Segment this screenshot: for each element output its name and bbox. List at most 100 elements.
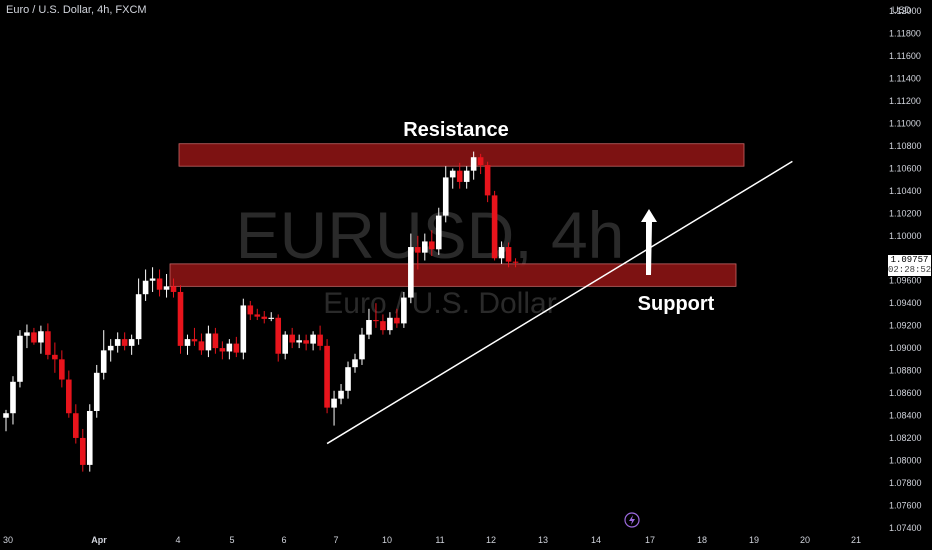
time-tick-label: 19 (749, 535, 759, 545)
price-tick-label: 1.10400 (889, 186, 922, 196)
bar-countdown: 02:28:52 (888, 265, 932, 275)
candle-body (338, 390, 344, 399)
candle-body (59, 359, 65, 380)
watermark-description: Euro / U.S. Dollar (323, 287, 556, 320)
candle-body (135, 294, 142, 340)
resistance-label: Resistance (403, 119, 509, 141)
candle-body (289, 334, 295, 343)
candle-body (149, 278, 156, 281)
candle-body (142, 280, 149, 295)
support-label: Support (638, 293, 715, 315)
candle-body (512, 261, 519, 263)
price-axis[interactable]: 1.12000 1.11800 1.11600 1.11400 1.11200 1.110… (889, 6, 922, 533)
price-tick-label: 1.07400 (889, 523, 922, 533)
candle-body (107, 345, 114, 351)
candle-body (408, 247, 414, 298)
candle-body (45, 331, 51, 355)
candle-body (184, 339, 191, 346)
candle-body (303, 340, 309, 344)
candle-body (498, 247, 505, 259)
candle-body (275, 317, 282, 354)
candle-body (456, 170, 463, 182)
time-tick-label: 7 (333, 535, 338, 545)
candle-body (233, 343, 240, 353)
price-tick-label: 1.11600 (889, 51, 921, 61)
candle-body (177, 291, 184, 346)
candle-body (219, 348, 226, 352)
time-tick-label: 21 (851, 535, 861, 545)
candle-body (268, 317, 275, 319)
price-tick-label: 1.09200 (889, 321, 922, 331)
lightning-icon[interactable] (624, 512, 640, 528)
time-tick-label: 20 (800, 535, 810, 545)
candle-body (387, 317, 393, 331)
price-tick-label: 1.08200 (889, 433, 922, 443)
price-tick-label: 1.08400 (889, 410, 922, 420)
time-tick-label: 30 (3, 535, 13, 545)
watermark-symbol: EURUSD, 4h (236, 198, 625, 272)
candle-body (282, 334, 288, 354)
candle-body (79, 437, 86, 465)
time-tick-label: 17 (645, 535, 655, 545)
candle-body (261, 316, 268, 319)
candle-body (359, 334, 365, 360)
current-price-label: 1.09757 02:28:52 (888, 255, 931, 276)
price-tick-label: 1.12000 (889, 6, 922, 16)
candles-layer (3, 151, 519, 472)
candle-body (240, 305, 247, 353)
candle-body (100, 350, 107, 373)
candle-body (198, 341, 205, 351)
candle-body (170, 286, 177, 292)
candle-body (121, 339, 128, 346)
time-tick-label: 5 (229, 535, 234, 545)
resistance-zone (178, 143, 745, 167)
time-tick-label: 6 (281, 535, 286, 545)
candle-body (17, 335, 23, 382)
price-tick-label: 1.09000 (889, 343, 922, 353)
price-tick-label: 1.11000 (889, 119, 921, 129)
time-axis[interactable]: 30 Apr 4 5 6 7 10 11 12 13 14 17 18 19 20 21 (3, 535, 861, 545)
candle-body (422, 241, 428, 253)
price-tick-label: 1.11200 (889, 96, 921, 106)
candle-body (156, 278, 163, 290)
candle-body (114, 339, 121, 346)
candle-body (212, 333, 219, 349)
price-axis-unit: USD (892, 5, 912, 15)
watermark: EURUSD, 4h Euro / U.S. Dollar (236, 198, 625, 320)
candle-body (435, 215, 442, 250)
symbol-title[interactable]: Euro / U.S. Dollar, 4h, FXCM (6, 4, 147, 16)
price-tick-label: 1.10600 (889, 163, 922, 173)
candle-body (52, 354, 58, 360)
candle-body (394, 317, 400, 324)
candle-body (415, 247, 421, 253)
price-tick-label: 1.10800 (889, 141, 922, 151)
candle-body (484, 165, 491, 196)
candle-body (205, 333, 212, 351)
time-tick-label: 12 (486, 535, 496, 545)
price-tick-label: 1.07600 (889, 500, 922, 510)
candle-body (449, 170, 456, 178)
overlay-layer (326, 160, 793, 445)
candle-body (86, 410, 93, 465)
price-tick-label: 1.09400 (889, 298, 922, 308)
candle-body (191, 339, 198, 342)
candle-body (296, 340, 302, 343)
candle-body (463, 170, 470, 182)
candle-body (324, 345, 330, 408)
candle-body (31, 332, 37, 343)
candle-body (3, 413, 9, 418)
price-tick-label: 1.10200 (889, 208, 922, 218)
time-tick-label: 14 (591, 535, 601, 545)
price-tick-label: 1.08800 (889, 366, 922, 376)
time-tick-label: 18 (697, 535, 707, 545)
candle-body (477, 157, 484, 166)
candle-body (10, 381, 16, 414)
price-tick-label: 1.11400 (889, 74, 921, 84)
price-tick-label: 1.08600 (889, 388, 922, 398)
candle-body (491, 195, 498, 259)
price-tick-label: 1.09600 (889, 276, 922, 286)
candle-body (66, 379, 72, 414)
candle-body (163, 286, 170, 290)
